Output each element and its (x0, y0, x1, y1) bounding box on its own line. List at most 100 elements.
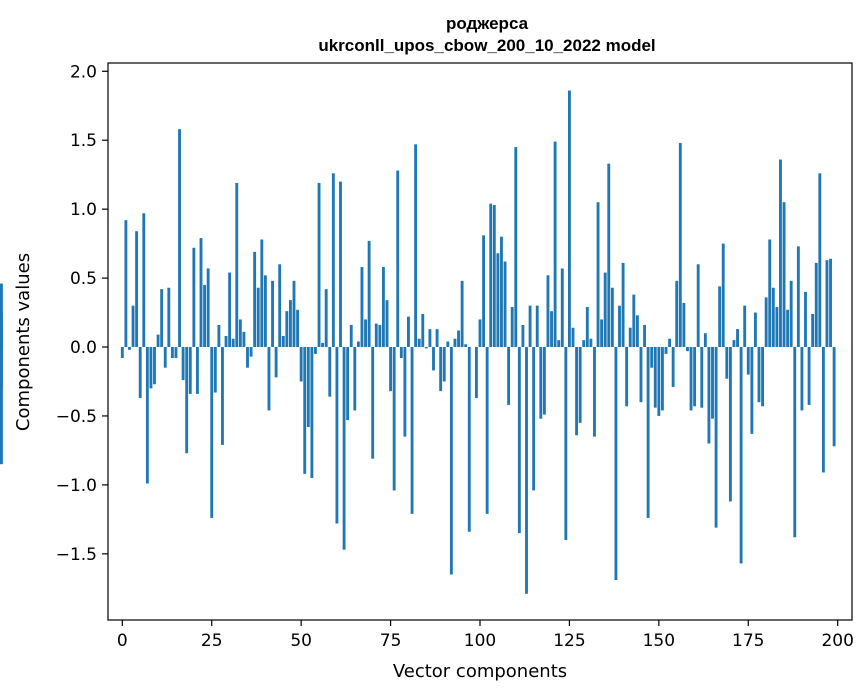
bar (256, 287, 260, 348)
bar (596, 202, 600, 348)
y-tick-label: −0.5 (56, 407, 97, 427)
bar (342, 347, 346, 550)
x-tick-label: 100 (464, 631, 496, 651)
bar (635, 315, 639, 348)
bar (804, 291, 807, 348)
bar (131, 305, 135, 348)
bar (625, 347, 629, 407)
bar (167, 287, 171, 348)
bar (600, 319, 604, 348)
bar (221, 347, 224, 445)
bar (138, 347, 142, 399)
bar (335, 347, 339, 524)
bar (614, 347, 618, 581)
bar (246, 347, 249, 368)
bar (750, 347, 754, 434)
bar (725, 347, 729, 379)
bar (782, 202, 786, 348)
bar (593, 347, 596, 437)
bar (178, 129, 181, 348)
bar (660, 347, 664, 411)
bar (657, 347, 661, 416)
bar (535, 305, 539, 348)
bar (807, 347, 811, 405)
bar (811, 313, 815, 348)
bar (739, 347, 743, 564)
bar (528, 305, 532, 348)
x-tick-label: 75 (380, 631, 402, 651)
bar (174, 347, 178, 359)
bar (771, 287, 775, 348)
x-tick-label: 25 (201, 631, 223, 651)
y-tick-label: 2.0 (70, 62, 97, 82)
bar (339, 181, 342, 348)
bar (610, 287, 614, 348)
bar (135, 231, 139, 348)
bar (800, 347, 804, 411)
bar (371, 347, 375, 459)
bar (228, 272, 232, 348)
bar (643, 324, 646, 348)
bar (124, 220, 128, 348)
bar (0, 347, 3, 465)
bar (274, 347, 278, 378)
y-tick-label: −1.0 (56, 476, 97, 496)
bar (721, 243, 725, 348)
x-tick-label: 200 (821, 631, 853, 651)
bar (546, 275, 550, 348)
bar (396, 170, 400, 348)
bar (238, 319, 242, 348)
bar (736, 329, 739, 348)
bar (682, 302, 686, 348)
bar (374, 323, 378, 348)
bar (560, 268, 564, 348)
bar (628, 327, 632, 348)
bar (821, 347, 825, 473)
bar (507, 347, 511, 405)
bar (632, 294, 636, 348)
bar (485, 347, 489, 514)
bar (381, 267, 385, 348)
bar (500, 236, 503, 348)
bar (399, 347, 403, 359)
bar (331, 173, 335, 348)
bar (385, 300, 389, 348)
bar (818, 173, 822, 348)
bar (696, 264, 700, 348)
chart-title-line1: роджерса (446, 14, 529, 33)
bar (668, 338, 672, 348)
bar (779, 159, 782, 348)
bar (653, 347, 657, 408)
x-axis-label: Vector components (393, 661, 567, 682)
bar (306, 347, 310, 427)
bar (525, 347, 528, 594)
y-tick-label: 1.5 (70, 131, 97, 151)
y-tick-label: 0.5 (70, 269, 97, 289)
bar (432, 347, 435, 371)
x-tick-label: 150 (643, 631, 675, 651)
bar (814, 262, 818, 348)
bar (703, 333, 707, 348)
bar (439, 347, 443, 392)
bar (621, 262, 625, 348)
bar (639, 347, 643, 403)
bar (242, 331, 246, 348)
bar (492, 205, 496, 348)
bar (367, 240, 371, 348)
bar (707, 347, 711, 444)
bar (360, 267, 364, 348)
bar (700, 347, 704, 408)
bar (764, 297, 768, 348)
bar (188, 347, 192, 394)
bar (746, 347, 750, 375)
bar (346, 347, 350, 421)
bar (582, 340, 586, 348)
bar (210, 347, 214, 518)
bar (517, 347, 521, 534)
bar (825, 260, 829, 348)
x-axis-ticks: 0 25 50 75 100 125 150 175 200 (117, 620, 854, 651)
bar (417, 338, 421, 348)
bar (271, 280, 274, 348)
bar (714, 347, 718, 528)
bar (728, 347, 732, 502)
